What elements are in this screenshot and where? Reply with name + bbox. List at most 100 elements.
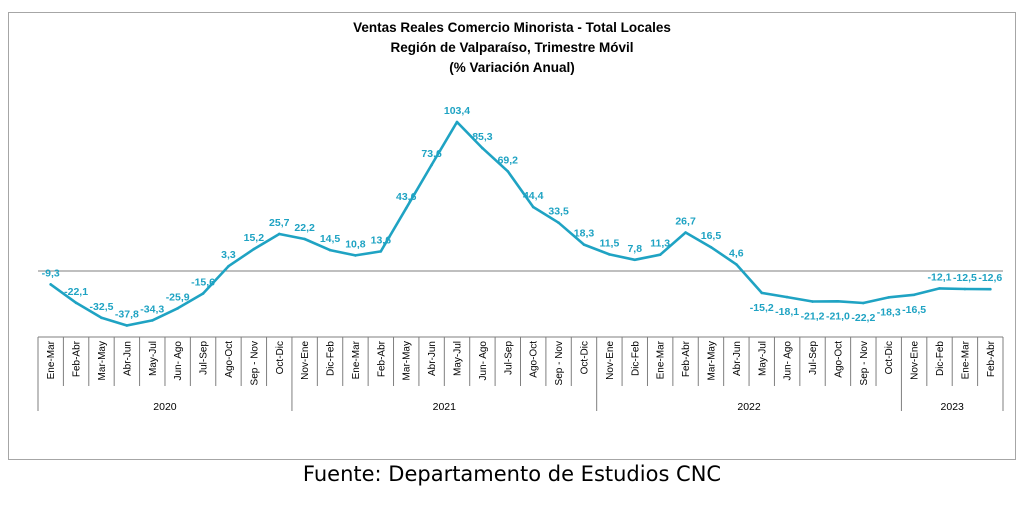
- category-label: Feb-Abr: [986, 340, 997, 377]
- category-label: Feb-Abr: [72, 340, 83, 377]
- data-label: 13,6: [371, 234, 392, 246]
- year-group-label: 2022: [737, 401, 761, 413]
- data-label: -21,0: [826, 310, 850, 322]
- category-label: May-Jul: [148, 341, 159, 376]
- data-point: [862, 301, 865, 305]
- data-label: -12,5: [953, 272, 977, 284]
- data-point: [354, 254, 357, 257]
- data-label: 22,2: [294, 222, 315, 234]
- category-label: Jul-Sep: [808, 341, 819, 375]
- category-label: Dic-Feb: [630, 341, 641, 376]
- data-point: [303, 237, 306, 241]
- data-label: -18,3: [877, 306, 901, 318]
- data-point: [582, 243, 586, 246]
- data-point: [430, 163, 433, 167]
- category-label: Sep - Nov: [249, 341, 260, 385]
- data-label: 43,6: [396, 191, 417, 203]
- data-label: 4,6: [729, 247, 744, 259]
- category-label: Mar-May: [402, 341, 413, 380]
- data-label: 11,3: [650, 238, 670, 250]
- data-label: -15,6: [191, 276, 215, 288]
- chart-title: Ventas Reales Comercio Minorista - Total…: [353, 20, 671, 35]
- data-label: -18,1: [775, 306, 799, 318]
- source-note: Fuente: Departamento de Estudios CNC: [302, 462, 722, 486]
- data-point: [49, 283, 52, 286]
- data-point: [404, 206, 408, 210]
- chart-frame: [8, 12, 1016, 460]
- data-point: [379, 250, 383, 253]
- data-label: 26,7: [675, 216, 696, 228]
- data-label: -16,5: [902, 304, 926, 316]
- data-point: [608, 253, 611, 256]
- category-label: Ene-Mar: [656, 340, 667, 379]
- category-label: Oct-Dic: [579, 341, 590, 374]
- data-label: 25,7: [269, 217, 290, 229]
- data-label: 69,2: [498, 154, 519, 166]
- data-label: 10,8: [345, 238, 366, 250]
- data-label: -25,9: [166, 291, 190, 303]
- data-point: [227, 264, 230, 268]
- data-point: [531, 205, 535, 209]
- data-label: -21,2: [801, 311, 825, 323]
- category-label: Feb-Abr: [681, 340, 692, 377]
- data-label: 3,3: [221, 249, 236, 261]
- data-label: 103,4: [444, 105, 470, 117]
- data-point: [658, 253, 662, 257]
- data-label: 14,5: [320, 233, 341, 245]
- data-label: 7,8: [627, 243, 642, 255]
- data-point: [735, 263, 738, 266]
- data-point: [176, 307, 179, 310]
- category-label: Oct-Dic: [884, 341, 895, 374]
- data-label: 15,2: [244, 232, 265, 244]
- category-label: Nov-Ene: [910, 341, 921, 380]
- data-point: [74, 301, 78, 305]
- data-point: [328, 248, 332, 252]
- category-label: Feb-Abr: [376, 340, 387, 377]
- chart-titles: Ventas Reales Comercio Minorista - Total…: [0, 18, 1024, 78]
- chart-subtitle: Región de Valparaíso, Trimestre Móvil: [390, 40, 634, 55]
- series-line: [49, 120, 992, 327]
- data-label: -15,2: [750, 302, 774, 314]
- data-label: -34,3: [140, 303, 164, 315]
- data-point: [836, 299, 840, 303]
- chart-subtitle-unit: (% Variación Anual): [449, 60, 575, 75]
- data-point: [963, 287, 967, 291]
- category-label: Dic-Feb: [935, 341, 946, 376]
- category-label: May-Jul: [757, 341, 768, 376]
- data-point: [633, 258, 637, 262]
- category-label: Sep - Nov: [554, 341, 565, 385]
- data-point: [150, 319, 154, 322]
- data-point: [709, 245, 713, 249]
- category-label: Oct-Dic: [275, 341, 286, 374]
- category-label: Ene-Mar: [46, 340, 57, 379]
- category-label: Nov-Ene: [300, 341, 311, 380]
- data-label: 44,4: [523, 190, 544, 202]
- category-label: Ene-Mar: [351, 340, 362, 379]
- category-label: Jul-Sep: [503, 341, 514, 375]
- data-label: 33,5: [548, 206, 569, 218]
- data-point: [760, 291, 764, 295]
- category-label: Abr-Jun: [732, 341, 743, 376]
- data-label: 18,3: [574, 228, 595, 240]
- data-point: [125, 324, 129, 327]
- year-group-label: 2023: [941, 401, 965, 413]
- category-label: May-Jul: [453, 341, 464, 376]
- data-label: 16,5: [701, 230, 722, 242]
- data-point: [989, 287, 992, 291]
- data-point: [481, 146, 484, 150]
- data-point: [455, 120, 459, 124]
- category-label: Ago-Oct: [529, 341, 540, 378]
- data-point: [252, 247, 256, 251]
- data-point: [811, 300, 814, 303]
- data-point: [201, 292, 205, 295]
- data-point: [506, 169, 510, 173]
- category-label: Ene-Mar: [960, 340, 971, 379]
- category-label: Mar-May: [97, 341, 108, 380]
- data-label: -22,2: [851, 312, 875, 324]
- category-label: Nov-Ene: [605, 341, 616, 380]
- data-label: -32,5: [90, 301, 114, 313]
- category-label: Jun- Ago: [478, 341, 489, 381]
- data-label: -12,6: [978, 272, 1002, 284]
- data-label: 85,3: [472, 131, 493, 143]
